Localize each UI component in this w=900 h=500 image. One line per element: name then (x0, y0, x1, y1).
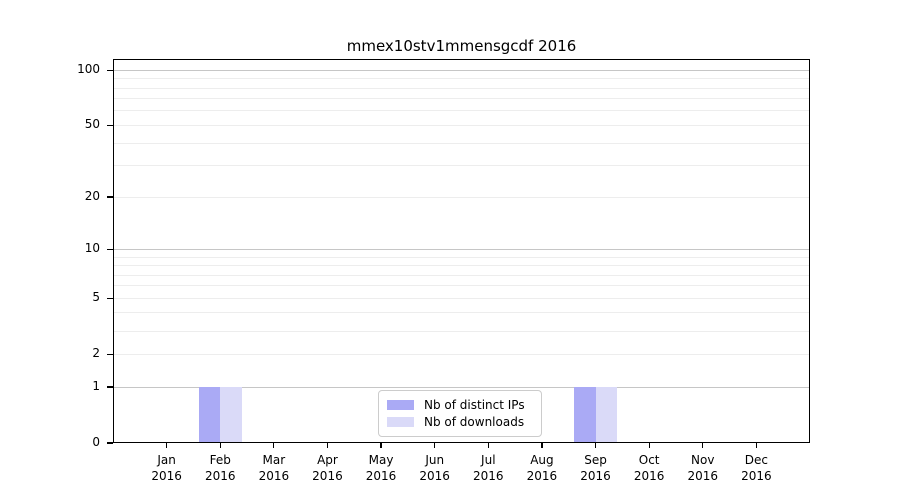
x-tick-mark-apr (326, 443, 329, 448)
x-tick-label-oct: Oct 2016 (633, 453, 665, 483)
gridline-minor-8 (113, 265, 810, 266)
x-tick-mark-jun (434, 443, 436, 448)
x-tick-mark-oct (648, 443, 650, 448)
gridline-minor-4 (113, 312, 810, 314)
x-tick-label-feb: Feb 2016 (204, 453, 236, 483)
y-tick-label-5: 5 (92, 290, 100, 305)
x-tick-mark-dec (755, 443, 758, 448)
x-tick-label-aug: Aug 2016 (526, 453, 558, 483)
y-tick-mark-2 (106, 353, 113, 355)
x-tick-label-dec: Dec 2016 (741, 453, 772, 483)
gridline-minor-5 (113, 297, 810, 299)
y-tick-mark-100 (106, 69, 113, 71)
x-tick-mark-may (380, 443, 382, 448)
x-tick-label-jun: Jun 2016 (419, 453, 450, 483)
y-tick-label-50: 50 (84, 117, 100, 132)
legend-item-distinct-ips: Nb of distinct IPs (387, 398, 533, 412)
gridline-minor-90 (113, 78, 810, 80)
legend-label-distinct-ips: Nb of distinct IPs (424, 398, 525, 412)
x-tick-label-mar: Mar 2016 (258, 453, 290, 483)
x-tick-mark-sep (594, 443, 597, 448)
legend-item-downloads: Nb of downloads (387, 415, 533, 429)
chart-title: mmex10stv1mmensgcdf 2016 (346, 37, 577, 55)
gridline-minor-3 (113, 330, 810, 332)
gridline-minor-7 (113, 274, 810, 276)
y-tick-mark-20 (106, 196, 113, 198)
y-tick-label-20: 20 (84, 189, 100, 204)
x-tick-label-nov: Nov 2016 (687, 453, 719, 483)
gridline-minor-40 (113, 142, 810, 144)
legend-swatch-distinct-ips (387, 400, 414, 410)
gridline-minor-2 (113, 353, 810, 355)
y-tick-label-1: 1 (92, 379, 100, 393)
gridline-minor-80 (113, 87, 810, 89)
bar-distinct-ips-sep (574, 387, 596, 443)
x-tick-label-apr: Apr 2016 (312, 453, 343, 483)
gridline-major-10 (113, 248, 810, 250)
x-tick-label-sep: Sep 2016 (580, 453, 611, 483)
y-tick-mark-50 (106, 124, 113, 127)
bar-downloads-sep (595, 387, 617, 443)
bar-distinct-ips-feb (198, 387, 221, 443)
x-tick-label-jul: Jul 2016 (473, 453, 504, 483)
y-tick-mark-5 (106, 297, 113, 299)
bar-downloads-feb (220, 387, 242, 443)
legend-swatch-downloads (387, 417, 414, 427)
legend: Nb of distinct IPs Nb of downloads (378, 390, 542, 437)
gridline-major-100 (113, 69, 810, 71)
x-tick-mark-feb (219, 443, 221, 448)
x-tick-label-jan: Jan 2016 (151, 453, 182, 483)
gridline-minor-60 (113, 110, 810, 112)
y-tick-label-100: 100 (77, 62, 100, 77)
y-tick-mark-1 (106, 386, 113, 388)
x-tick-mark-aug (541, 443, 543, 448)
gridline-minor-20 (113, 196, 810, 198)
legend-label-downloads: Nb of downloads (424, 415, 525, 429)
gridline-minor-50 (113, 124, 810, 126)
x-tick-label-may: May 2016 (365, 453, 397, 483)
y-tick-label-10: 10 (84, 241, 100, 256)
y-tick-mark-0 (106, 442, 113, 444)
x-tick-mark-nov (702, 443, 704, 448)
gridline-minor-9 (113, 256, 810, 258)
y-tick-label-0: 0 (92, 435, 100, 449)
gridline-minor-30 (113, 165, 810, 167)
y-tick-label-2: 2 (92, 346, 100, 361)
y-tick-mark-10 (106, 248, 113, 250)
gridline-minor-70 (113, 98, 810, 100)
x-tick-mark-mar (273, 443, 275, 448)
x-tick-mark-jan (165, 443, 168, 448)
x-tick-mark-jul (487, 443, 489, 448)
gridline-minor-6 (113, 285, 810, 287)
